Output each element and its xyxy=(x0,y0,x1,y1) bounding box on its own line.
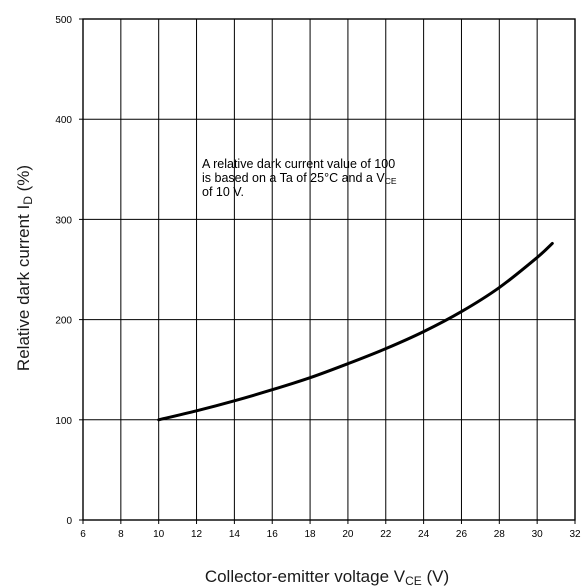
x-tick-label: 18 xyxy=(305,529,317,540)
x-tick-label: 12 xyxy=(191,529,203,540)
x-tick-label: 26 xyxy=(456,529,468,540)
x-tick-labels: 6 8 10 12 14 16 18 20 22 24 26 28 30 32 xyxy=(80,529,581,540)
x-tick-label: 20 xyxy=(342,529,354,540)
y-tick-labels: 0 100 200 300 400 500 xyxy=(55,15,72,527)
y-tick-label: 100 xyxy=(55,416,72,427)
series-line xyxy=(157,241,554,422)
x-tick-label: 24 xyxy=(418,529,430,540)
x-tick-label: 10 xyxy=(153,529,165,540)
x-tick-label: 30 xyxy=(532,529,544,540)
y-tick-label: 300 xyxy=(55,215,72,226)
x-tick-label: 28 xyxy=(494,529,506,540)
annotation-line-2: is based on a Ta of 25°C and a VCE xyxy=(202,171,397,186)
plot-frame xyxy=(82,18,576,521)
x-tick-label: 14 xyxy=(229,529,241,540)
y-tick-label: 400 xyxy=(55,115,72,126)
x-tick-label: 16 xyxy=(267,529,279,540)
x-tick-label: 22 xyxy=(380,529,392,540)
y-tick-label: 500 xyxy=(55,15,72,26)
annotation-line-3: of 10 V. xyxy=(202,185,244,199)
x-axis-title: Collector-emitter voltage VCE (V) xyxy=(205,567,449,588)
annotation-line-1: A relative dark current value of 100 xyxy=(202,157,395,171)
x-tick-label: 32 xyxy=(569,529,581,540)
y-axis-title: Relative dark current ID (%) xyxy=(14,165,35,371)
x-tick-label: 6 xyxy=(80,529,86,540)
y-tick-label: 200 xyxy=(55,316,72,327)
y-tick-label: 0 xyxy=(66,516,72,527)
x-tick-label: 8 xyxy=(118,529,124,540)
grid xyxy=(79,18,576,524)
